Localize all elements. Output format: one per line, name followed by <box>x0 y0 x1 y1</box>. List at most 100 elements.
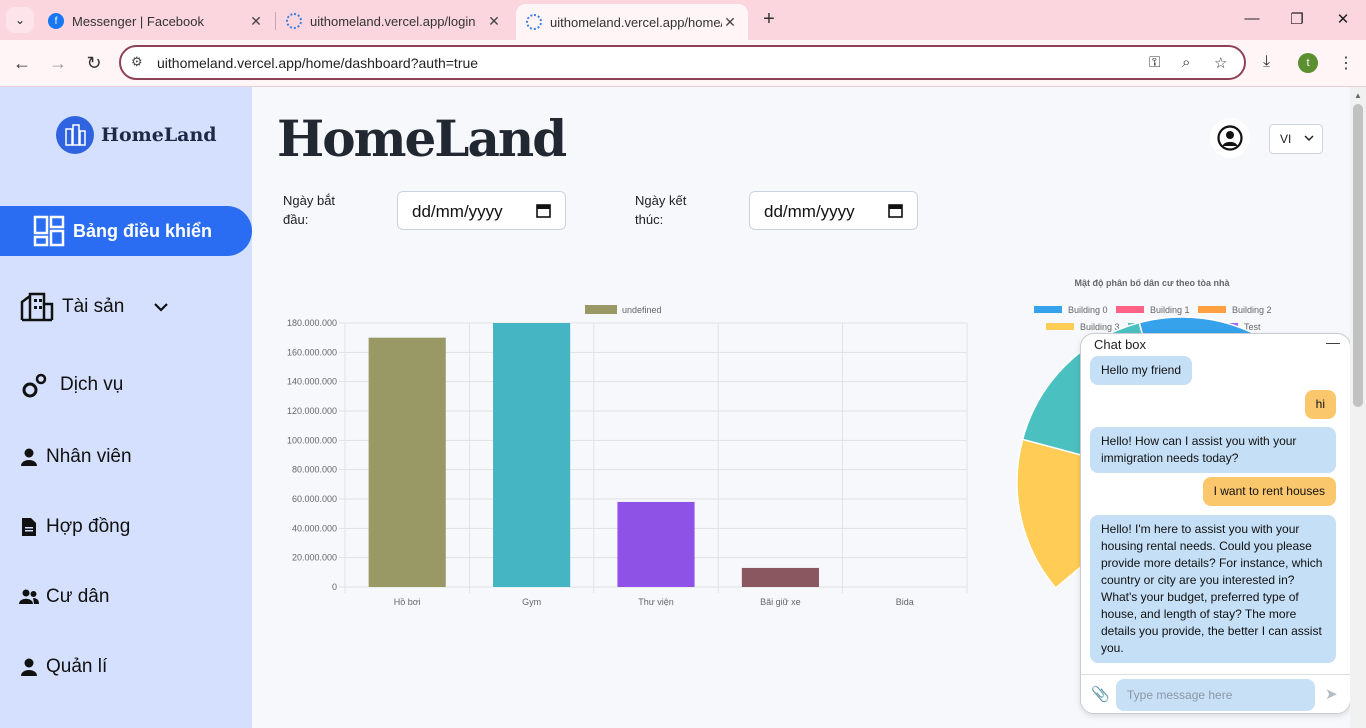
y-tick-label: 0 <box>332 582 337 592</box>
language-value: VI <box>1280 132 1292 146</box>
restore-icon[interactable]: ❐ <box>1290 11 1304 28</box>
tab-dashboard[interactable]: uithomeland.vercel.app/home/d ✕ <box>516 4 748 40</box>
pie-legend-swatch <box>1034 306 1062 313</box>
site-info-icon[interactable]: ⚙ <box>131 54 143 69</box>
sidebar-item-assets[interactable]: Tài sản <box>20 292 272 322</box>
browser-tab-bar: ⌄ f Messenger | Facebook ✕ uithomeland.v… <box>0 0 1366 40</box>
globe-icon <box>286 13 302 29</box>
y-tick-label: 40.000.000 <box>292 523 337 533</box>
y-tick-label: 140.000.000 <box>287 377 337 387</box>
sidebar-item-label: Bảng điều khiển <box>73 220 213 241</box>
sidebar-item-label: Dịch vụ <box>60 374 124 395</box>
person-icon <box>18 652 40 682</box>
profile-initial: t <box>1306 57 1310 69</box>
end-date-input[interactable]: dd/mm/yyyy <box>749 191 918 230</box>
sidebar-item-label: Hợp đồng <box>46 516 131 537</box>
sidebar-item-dashboard[interactable]: Bảng điều khiển <box>0 206 252 256</box>
download-icon[interactable]: ⤓ <box>1263 53 1271 70</box>
sidebar-item-contracts[interactable]: Hợp đồng <box>18 512 270 542</box>
person-icon <box>18 442 40 472</box>
pie-legend-label: Building 1 <box>1150 305 1190 315</box>
chat-message-user: hi <box>1304 390 1336 419</box>
document-icon <box>18 512 40 542</box>
forward-icon[interactable]: → <box>49 53 67 73</box>
chat-message-input[interactable]: Type message here <box>1116 679 1315 711</box>
user-account-button[interactable] <box>1210 118 1250 158</box>
y-tick-label: 180.000.000 <box>287 318 337 328</box>
x-tick-label: Bãi giữ xe <box>760 597 801 607</box>
y-tick-label: 100.000.000 <box>287 435 337 445</box>
pie-title: Mật độ phân bố dân cư theo tòa nhà <box>1074 278 1230 288</box>
legend-label: undefined <box>622 305 662 315</box>
minimize-chat-button[interactable]: — <box>1326 334 1340 350</box>
x-tick-label: Gym <box>522 597 541 607</box>
close-tab-icon[interactable]: ✕ <box>250 12 262 29</box>
pie-legend-swatch <box>1198 306 1226 313</box>
scroll-thumb[interactable] <box>1353 104 1363 407</box>
tab-login[interactable]: uithomeland.vercel.app/login ✕ <box>276 6 512 36</box>
pie-legend-label: Building 3 <box>1080 322 1120 332</box>
pie-legend-label: Building 0 <box>1068 305 1108 315</box>
logo-text: HomeLand <box>101 124 217 146</box>
chat-title: Chat box <box>1094 337 1147 352</box>
tab-title: Messenger | Facebook <box>72 13 204 29</box>
end-date-label: Ngày kết thúc: <box>635 193 687 227</box>
building-icon <box>20 292 54 322</box>
sidebar-item-label: Quản lí <box>46 656 108 677</box>
bar <box>368 337 446 587</box>
x-tick-label: Bida <box>896 597 914 607</box>
start-date-label: Ngày bắt đầu: <box>283 193 336 227</box>
sidebar-item-label: Nhân viên <box>46 446 132 467</box>
bookmark-star-icon[interactable]: ☆ <box>1214 55 1228 72</box>
tab-title: uithomeland.vercel.app/login <box>310 13 476 29</box>
tab-title: uithomeland.vercel.app/home/d <box>550 14 722 30</box>
facebook-icon: f <box>48 13 64 29</box>
url-text: uithomeland.vercel.app/home/dashboard?au… <box>157 55 479 71</box>
x-tick-label: Thư viện <box>638 597 674 607</box>
send-icon[interactable]: ➤ <box>1325 686 1338 703</box>
attachment-icon[interactable]: 📎 <box>1091 686 1110 703</box>
page-brand-title: HomeLand <box>277 109 567 168</box>
chevron-down-icon[interactable] <box>154 296 169 318</box>
x-tick-label: Hồ bơi <box>394 597 421 607</box>
logo[interactable]: HomeLand <box>56 116 217 154</box>
legend-swatch <box>585 305 617 314</box>
scroll-up-icon[interactable]: ▲ <box>1354 91 1362 100</box>
dashboard-icon <box>33 215 65 247</box>
address-bar[interactable]: ⚙ uithomeland.vercel.app/home/dashboard?… <box>119 45 1246 80</box>
calendar-icon[interactable] <box>536 203 551 218</box>
sidebar: HomeLand Bảng điều khiển Tài sản Dịch vụ <box>0 87 252 728</box>
calendar-icon[interactable] <box>888 203 903 218</box>
bar <box>617 501 695 587</box>
profile-avatar[interactable]: t <box>1298 53 1318 73</box>
chat-message-bot: Hello! How can I assist you with your im… <box>1090 427 1336 473</box>
globe-icon <box>526 14 542 30</box>
close-tab-icon[interactable]: ✕ <box>724 13 736 30</box>
tab-messenger[interactable]: f Messenger | Facebook ✕ <box>38 6 274 36</box>
tab-search-button[interactable]: ⌄ <box>6 7 34 33</box>
start-date-input[interactable]: dd/mm/yyyy <box>397 191 566 230</box>
chat-message-bot: Hello my friend <box>1090 356 1193 385</box>
sidebar-item-label: Cư dân <box>46 586 110 607</box>
close-window-icon[interactable]: ✕ <box>1336 11 1350 28</box>
zoom-icon[interactable]: ⌕ <box>1182 54 1191 71</box>
new-tab-button[interactable]: + <box>763 8 775 30</box>
close-tab-icon[interactable]: ✕ <box>488 12 500 29</box>
reload-icon[interactable]: ↻ <box>86 53 102 73</box>
back-icon[interactable]: ← <box>13 53 31 73</box>
minimize-icon[interactable]: — <box>1244 10 1260 27</box>
sidebar-item-residents[interactable]: Cư dân <box>18 582 270 612</box>
menu-dots-icon[interactable]: ⋮ <box>1338 55 1354 72</box>
users-icon <box>18 582 40 612</box>
chat-box: Chat box — Hello my friend hi Hello! How… <box>1080 333 1351 714</box>
sidebar-item-staff[interactable]: Nhân viên <box>18 442 270 472</box>
sidebar-item-management[interactable]: Quản lí <box>18 652 270 682</box>
pie-legend-label: Test <box>1244 322 1261 332</box>
language-select[interactable]: VI <box>1269 124 1323 154</box>
chat-footer: 📎 Type message here ➤ <box>1081 674 1350 713</box>
password-key-icon[interactable]: ⚿ <box>1149 54 1161 71</box>
chevron-down-icon <box>1304 131 1314 145</box>
sidebar-item-services[interactable]: Dịch vụ <box>20 370 272 400</box>
user-icon <box>1217 125 1243 151</box>
page-scrollbar[interactable]: ▲ <box>1350 87 1366 728</box>
